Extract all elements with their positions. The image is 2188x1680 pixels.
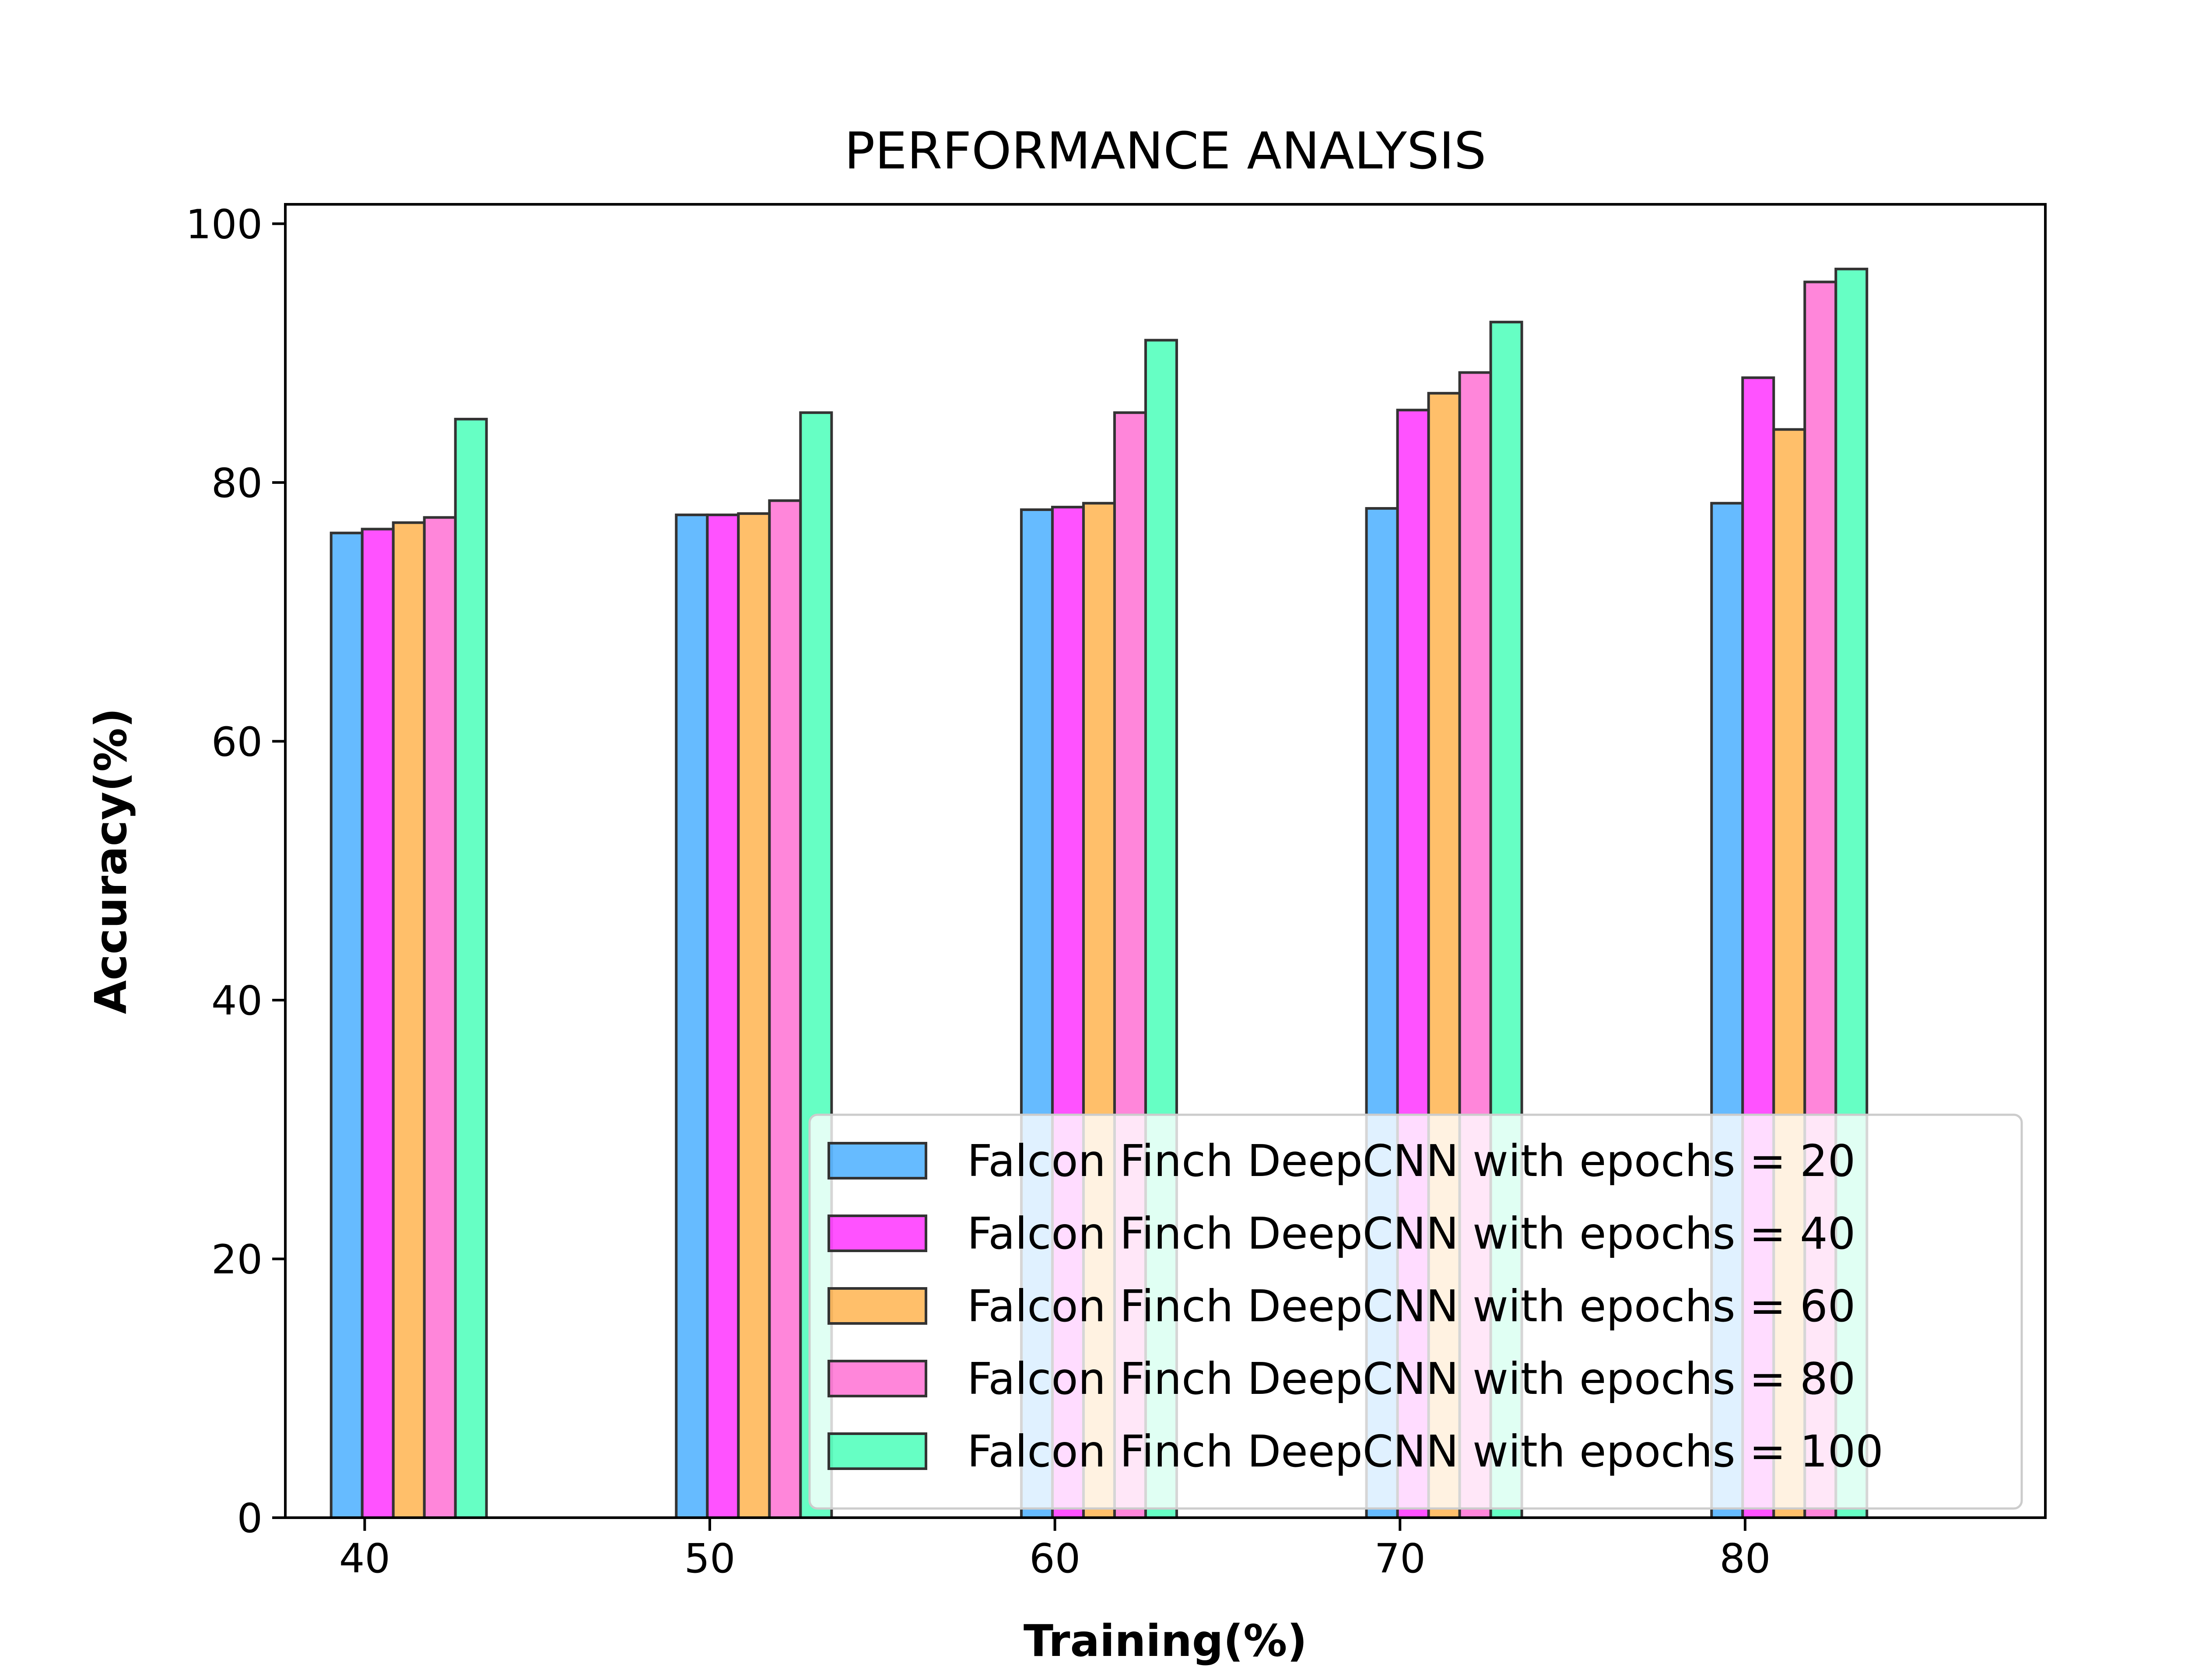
bar-series2-cat50 (706, 513, 740, 1519)
x-axis-label: Training(%) (1024, 1615, 1307, 1666)
bar-series4-cat40 (423, 516, 457, 1519)
legend-box (808, 1113, 2023, 1510)
bar-series5-cat40 (454, 417, 488, 1519)
legend-label-3: Falcon Finch DeepCNN with epochs = 60 (967, 1281, 1855, 1332)
x-tick-label-60: 60 (1029, 1535, 1080, 1582)
x-tick-label-70: 70 (1375, 1535, 1426, 1582)
y-axis: 0 20 40 60 80 100 (186, 201, 285, 1542)
y-tick-label-0: 0 (237, 1495, 263, 1542)
legend-label-1: Falcon Finch DeepCNN with epochs = 20 (967, 1135, 1855, 1186)
x-tick-label-40: 40 (339, 1535, 390, 1582)
bar-series1-cat40 (330, 532, 364, 1519)
legend-label-4: Falcon Finch DeepCNN with epochs = 80 (967, 1353, 1855, 1404)
bar-series2-cat40 (361, 528, 395, 1519)
legend-swatch-1 (828, 1142, 927, 1180)
legend-swatch-3 (828, 1287, 927, 1325)
legend: Falcon Finch DeepCNN with epochs = 20 Fal… (808, 1113, 2023, 1510)
legend-swatch-4 (828, 1360, 927, 1397)
bar-series3-cat40 (392, 521, 426, 1519)
x-axis: 40 50 60 70 80 (339, 1518, 1771, 1582)
y-tick-label-20: 20 (211, 1236, 263, 1283)
legend-swatch-5 (828, 1432, 927, 1470)
plot-frame (284, 203, 2047, 1519)
y-axis-label: Accuracy(%) (85, 708, 137, 1014)
y-tick-label-60: 60 (211, 718, 263, 765)
bar-series4-cat50 (768, 499, 802, 1519)
y-tick-label-80: 80 (211, 460, 263, 507)
bar-series3-cat50 (737, 512, 771, 1519)
legend-label-5: Falcon Finch DeepCNN with epochs = 100 (967, 1426, 1883, 1477)
legend-label-2: Falcon Finch DeepCNN with epochs = 40 (967, 1208, 1855, 1259)
legend-swatch-2 (828, 1214, 927, 1252)
chart-title: PERFORMANCE ANALYSIS (845, 122, 1487, 181)
x-tick-label-50: 50 (684, 1535, 735, 1582)
y-tick-label-100: 100 (186, 201, 263, 248)
bar-series1-cat50 (675, 513, 709, 1519)
x-tick-label-80: 80 (1719, 1535, 1771, 1582)
y-tick-label-40: 40 (211, 977, 263, 1024)
